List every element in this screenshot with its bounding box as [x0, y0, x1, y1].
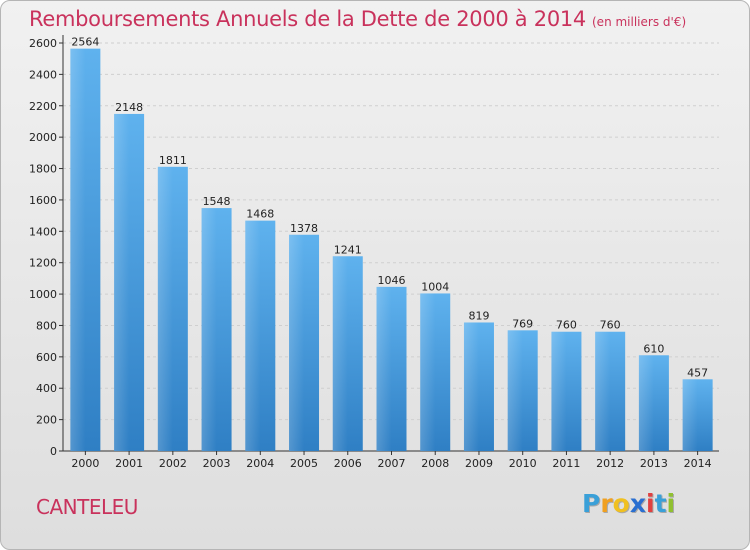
proxiti-logo: Proxiti: [582, 489, 675, 518]
logo-letter: i: [666, 489, 676, 518]
y-tick-label: 1200: [29, 257, 57, 270]
x-tick-label: 2007: [378, 457, 406, 470]
data-label: 1046: [378, 274, 406, 287]
y-tick-label: 2000: [29, 131, 57, 144]
bar-highlight: [70, 48, 101, 451]
bar-highlight: [420, 293, 451, 451]
data-label: 610: [643, 342, 664, 355]
data-label: 1378: [290, 222, 318, 235]
logo-letter: P: [582, 489, 601, 518]
bar-highlight: [507, 330, 538, 451]
data-label: 1241: [334, 243, 362, 256]
chart-subtitle: (en milliers d'€): [592, 15, 687, 29]
bar-highlight: [157, 166, 188, 451]
bar-highlight: [595, 331, 626, 451]
y-tick-label: 1600: [29, 194, 57, 207]
x-tick-label: 2002: [159, 457, 187, 470]
bar-highlight: [376, 286, 407, 451]
x-tick-label: 2009: [465, 457, 493, 470]
y-tick-label: 1800: [29, 163, 57, 176]
x-tick-label: 2014: [684, 457, 712, 470]
x-tick-label: 2012: [596, 457, 624, 470]
x-tick-label: 2011: [552, 457, 580, 470]
bar-highlight: [245, 220, 276, 451]
bar-highlight: [332, 256, 363, 451]
x-tick-label: 2013: [640, 457, 668, 470]
y-tick-label: 400: [36, 382, 57, 395]
y-tick-label: 2600: [29, 37, 57, 50]
bar-highlight: [551, 331, 582, 451]
bar-highlight: [114, 113, 145, 451]
data-label: 819: [468, 309, 489, 322]
y-tick-label: 0: [50, 445, 57, 458]
x-tick-label: 2008: [421, 457, 449, 470]
city-name: CANTELEU: [36, 495, 138, 519]
chart-title: Remboursements Annuels de la Dette de 20…: [29, 7, 686, 31]
y-tick-label: 200: [36, 414, 57, 427]
y-tick-label: 800: [36, 319, 57, 332]
logo-letter: o: [612, 489, 630, 518]
data-label: 457: [687, 366, 708, 379]
chart-title-text: Remboursements Annuels de la Dette de 20…: [29, 7, 586, 31]
bar-highlight: [289, 234, 320, 451]
x-tick-label: 2004: [246, 457, 274, 470]
x-tick-label: 2001: [115, 457, 143, 470]
data-label: 1548: [203, 195, 231, 208]
data-label: 2148: [115, 101, 143, 114]
data-label: 769: [512, 317, 533, 330]
y-tick-label: 600: [36, 351, 57, 364]
y-tick-label: 2400: [29, 68, 57, 81]
logo-letter: i: [646, 489, 655, 518]
data-label: 760: [556, 319, 577, 332]
y-tick-label: 1000: [29, 288, 57, 301]
x-tick-label: 2010: [509, 457, 537, 470]
logo-letter: t: [654, 489, 667, 518]
y-tick-label: 2200: [29, 100, 57, 113]
data-label: 2564: [71, 36, 99, 49]
y-tick-label: 1400: [29, 225, 57, 238]
bar-highlight: [682, 379, 713, 451]
bar-highlight: [201, 208, 232, 451]
bar-highlight: [463, 322, 494, 451]
x-tick-label: 2000: [71, 457, 99, 470]
bar-highlight: [638, 355, 669, 451]
x-tick-label: 2003: [203, 457, 231, 470]
data-label: 1811: [159, 154, 187, 167]
data-label: 1468: [246, 208, 274, 221]
x-tick-label: 2006: [334, 457, 362, 470]
logo-letter: r: [600, 489, 613, 518]
data-label: 760: [600, 319, 621, 332]
data-label: 1004: [421, 280, 449, 293]
logo-letter: x: [629, 489, 646, 518]
x-tick-label: 2005: [290, 457, 318, 470]
